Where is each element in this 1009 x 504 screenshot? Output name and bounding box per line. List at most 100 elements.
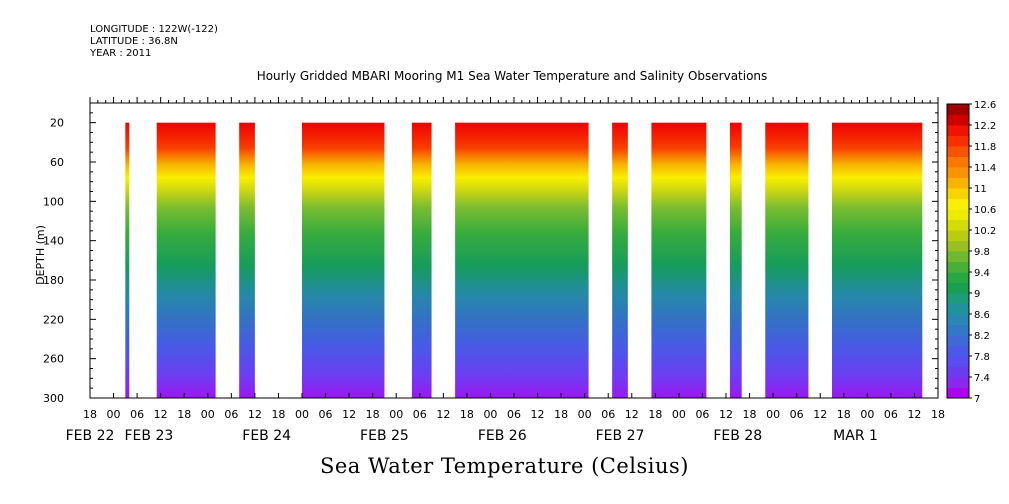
- colorbar-swatch: [947, 156, 969, 168]
- x-hour-label: 00: [295, 408, 309, 421]
- colorbar-title: Sea Water Temperature (Celsius): [319, 454, 689, 478]
- data-segment-4: [302, 122, 385, 398]
- colorbar-swatch: [947, 167, 969, 178]
- x-hour-label: 18: [837, 408, 851, 421]
- colorbar-swatch: [947, 125, 969, 136]
- colorbar-swatch: [947, 104, 969, 115]
- data-segment-8: [651, 122, 707, 398]
- x-date-label: FEB 26: [478, 428, 527, 444]
- colorbar-label: 12.2: [974, 121, 996, 132]
- colorbar-swatch: [947, 135, 969, 147]
- x-hour-label: 12: [342, 408, 356, 421]
- data-segments: [125, 122, 923, 398]
- y-tick-label: 220: [43, 313, 64, 326]
- y-axis: 20 60 100 140 180 220 260 300: [43, 102, 938, 405]
- x-hour-label: 12: [154, 408, 168, 421]
- station-metadata: LONGITUDE : 122W(-122) LATITUDE : 36.8N …: [90, 24, 218, 60]
- x-hour-label: 12: [248, 408, 262, 421]
- colorbar-label: 9.8: [974, 247, 990, 258]
- colorbar-swatch: [947, 335, 969, 346]
- x-hour-label: 12: [625, 408, 639, 421]
- colorbar-swatch: [947, 366, 969, 378]
- y-tick-label: 260: [43, 353, 64, 366]
- x-hour-label: 12: [436, 408, 450, 421]
- colorbar-swatch: [947, 261, 969, 273]
- data-segment-9: [729, 122, 742, 398]
- x-hour-label: 06: [319, 408, 333, 421]
- colorbar-swatch: [947, 272, 969, 283]
- colorbar-label: 8.6: [974, 310, 990, 321]
- year-label: YEAR : 2011: [90, 48, 152, 59]
- x-hour-label: 00: [578, 408, 592, 421]
- colorbar-swatch: [947, 377, 969, 388]
- x-hour-label: 00: [201, 408, 215, 421]
- colorbar-swatch: [947, 198, 969, 210]
- x-date-label: FEB 28: [713, 428, 762, 444]
- colorbar-swatch: [947, 314, 969, 325]
- x-hour-label: 00: [672, 408, 686, 421]
- x-hour-label: 18: [271, 408, 285, 421]
- colorbar-label: 10.2: [974, 226, 996, 237]
- chart-title: Hourly Gridded MBARI Mooring M1 Sea Wate…: [257, 69, 768, 83]
- colorbar: 7 7.4 7.8 8.2 8.6 9 9.4 9.8 10.2 10.6 11 11.4 11.8 12…: [946, 100, 996, 405]
- x-date-label: FEB 22: [66, 428, 115, 444]
- colorbar-swatch: [947, 209, 969, 220]
- x-axis: 18 00 06 12 18 00 06 12 18 00 06 12 18 00 06 12 18 00 06 12…: [66, 97, 945, 444]
- x-date-label: FEB 27: [596, 428, 645, 444]
- colorbar-swatch: [947, 177, 969, 189]
- x-hour-label: 06: [507, 408, 521, 421]
- data-segment-3: [239, 122, 255, 398]
- data-segment-11: [832, 122, 923, 398]
- x-hour-label: 18: [648, 408, 662, 421]
- y-tick-label: 140: [43, 235, 64, 248]
- y-tick-label: 100: [43, 195, 64, 208]
- y-tick-label: 60: [50, 156, 64, 169]
- colorbar-swatch: [947, 188, 969, 199]
- x-hour-label: 06: [884, 408, 898, 421]
- x-date-label: FEB 23: [124, 428, 173, 444]
- data-segment-2: [156, 122, 216, 398]
- x-hour-label: 06: [695, 408, 709, 421]
- colorbar-swatch: [947, 303, 969, 315]
- colorbar-swatch: [947, 387, 969, 399]
- data-segment-6: [455, 122, 589, 398]
- colorbar-label: 7: [974, 394, 980, 405]
- colorbar-label: 9.4: [974, 268, 990, 279]
- colorbar-swatch: [947, 345, 969, 357]
- colorbar-label: 11.4: [974, 163, 996, 174]
- colorbar-swatch: [947, 114, 969, 126]
- x-date-label: MAR 1: [833, 428, 878, 444]
- colorbar-label: 11: [974, 184, 987, 195]
- longitude-label: LONGITUDE : 122W(-122): [90, 24, 218, 35]
- colorbar-swatch: [947, 230, 969, 241]
- x-hour-label: 18: [743, 408, 757, 421]
- x-hour-label: 06: [224, 408, 238, 421]
- colorbar-label: 12.6: [974, 100, 996, 111]
- x-date-label: FEB 24: [242, 428, 291, 444]
- data-segment-7: [612, 122, 628, 398]
- colorbar-label: 7.8: [974, 352, 990, 363]
- y-axis-label: DEPTH (m): [34, 225, 47, 285]
- x-hour-label: 18: [83, 408, 97, 421]
- colorbar-label: 10.6: [974, 205, 996, 216]
- data-segment-10: [765, 122, 809, 398]
- y-tick-label: 20: [50, 117, 64, 130]
- y-tick-label: 180: [43, 274, 64, 287]
- colorbar-swatch: [947, 324, 969, 336]
- x-hour-label: 00: [483, 408, 497, 421]
- x-hour-label: 06: [601, 408, 615, 421]
- y-tick-label: 300: [43, 392, 64, 405]
- data-segment-1: [125, 122, 130, 398]
- colorbar-label: 11.8: [974, 142, 996, 153]
- x-hour-label: 18: [554, 408, 568, 421]
- colorbar-label: 8.2: [974, 331, 990, 342]
- x-hour-label: 06: [790, 408, 804, 421]
- x-hour-label: 12: [719, 408, 733, 421]
- x-date-label: FEB 25: [360, 428, 409, 444]
- x-hour-label: 18: [460, 408, 474, 421]
- colorbar-label: 7.4: [974, 373, 990, 384]
- colorbar-swatch: [947, 251, 969, 262]
- colorbar-swatch: [947, 282, 969, 294]
- x-hour-label: 00: [389, 408, 403, 421]
